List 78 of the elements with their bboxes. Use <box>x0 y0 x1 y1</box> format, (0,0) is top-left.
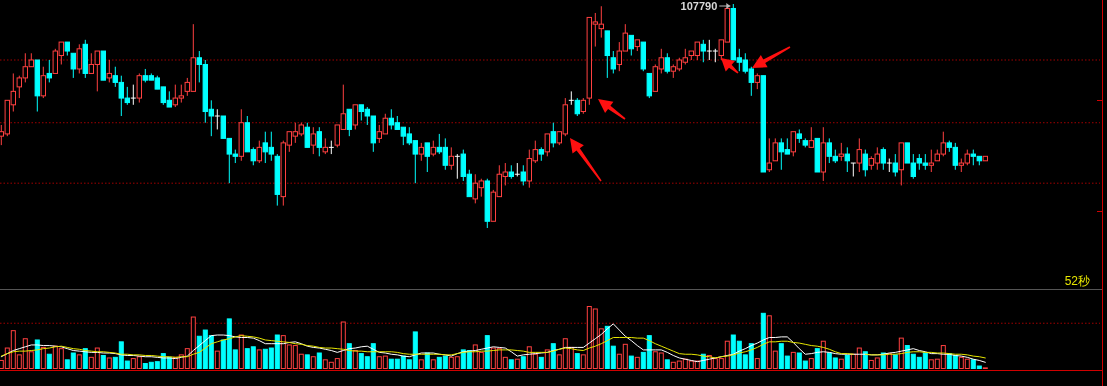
candlestick <box>610 50 616 74</box>
bar <box>790 351 796 369</box>
bar <box>838 358 844 369</box>
bar <box>310 356 316 369</box>
bar <box>304 354 310 369</box>
candlestick <box>880 146 886 171</box>
candlestick <box>844 146 850 173</box>
bar <box>352 350 358 369</box>
bar <box>886 353 892 369</box>
candlestick <box>664 52 670 74</box>
bar <box>418 359 424 369</box>
bar <box>898 337 904 369</box>
bar <box>550 343 556 369</box>
annotation: 107790 <box>680 0 718 12</box>
candlestick <box>424 142 430 173</box>
text: 52秒 <box>1064 274 1090 288</box>
bar <box>862 351 868 369</box>
candlestick <box>808 126 814 148</box>
bar <box>514 358 520 369</box>
candlestick <box>316 126 322 157</box>
candlestick <box>106 59 112 83</box>
bar <box>238 334 244 369</box>
bar <box>634 356 640 369</box>
candlestick <box>70 52 76 79</box>
candlestick <box>766 137 772 173</box>
candlestick <box>136 72 142 104</box>
candlestick <box>40 66 46 99</box>
candlestick <box>256 140 262 164</box>
candlestick <box>862 149 868 177</box>
bar <box>892 354 898 369</box>
candlestick <box>514 162 521 177</box>
bar <box>100 354 106 369</box>
candlestick <box>646 72 652 99</box>
candlestick <box>328 140 335 155</box>
bar <box>508 359 514 369</box>
candlestick <box>352 104 358 130</box>
candlestick <box>448 146 454 171</box>
candlestick <box>214 108 221 130</box>
candlestick <box>568 90 575 106</box>
bar <box>484 335 490 369</box>
bar <box>664 359 670 369</box>
bar <box>76 354 82 369</box>
bar <box>544 349 550 369</box>
candlestick <box>76 43 82 74</box>
bar <box>754 358 760 369</box>
candlestick <box>628 34 634 57</box>
candlestick <box>520 164 526 186</box>
candlestick <box>790 131 796 157</box>
candlestick <box>454 153 461 180</box>
bar <box>844 354 850 369</box>
candlestick <box>310 126 316 155</box>
bar <box>538 356 544 369</box>
candlestick <box>772 137 778 162</box>
bar <box>346 343 352 369</box>
candlestick <box>550 122 556 148</box>
bar <box>40 346 46 369</box>
candlestick <box>544 133 550 157</box>
bar <box>760 312 766 369</box>
bar <box>46 353 52 369</box>
bar <box>214 350 220 369</box>
bar <box>574 353 580 369</box>
bar <box>814 348 820 369</box>
candlestick <box>304 122 310 148</box>
candlestick <box>346 108 352 137</box>
candlestick <box>130 84 137 106</box>
bar <box>430 359 436 369</box>
candlestick <box>850 162 857 177</box>
bar <box>316 352 322 369</box>
candlestick <box>892 153 898 177</box>
bar <box>520 356 526 369</box>
bar <box>808 358 814 369</box>
candlestick <box>700 39 706 63</box>
candlestick <box>856 137 862 173</box>
bar <box>628 355 634 369</box>
candlestick <box>46 59 52 83</box>
candlestick <box>928 149 934 173</box>
bar <box>106 357 112 369</box>
bar <box>256 349 262 369</box>
